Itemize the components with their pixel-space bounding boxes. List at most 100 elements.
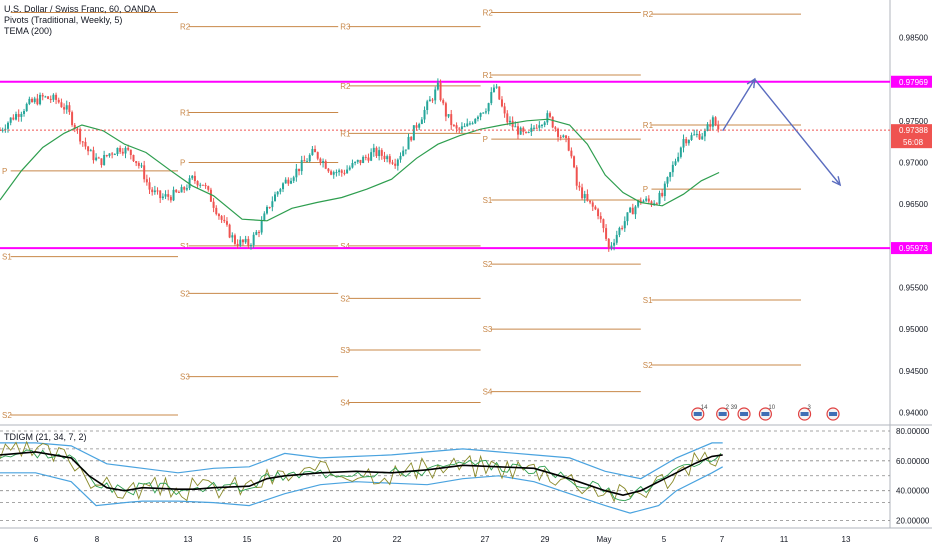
candle-body — [711, 117, 714, 127]
candle-body — [412, 125, 415, 141]
candle-body — [15, 114, 18, 120]
oscillator-legend[interactable]: TDIGM (21, 34, 7, 2) — [4, 432, 87, 442]
candle-body — [105, 155, 108, 157]
candle-body — [522, 127, 525, 132]
candle-body — [7, 122, 10, 129]
candle-body — [63, 107, 66, 110]
pivot-label: S4 — [340, 399, 350, 408]
candle-body — [185, 188, 188, 190]
candle-body — [161, 196, 164, 199]
symbol-title[interactable]: U.S. Dollar / Swiss Franc, 60, OANDA — [4, 4, 157, 14]
candle-body — [346, 169, 349, 174]
price-grid — [0, 0, 932, 529]
pivot-label: R1 — [643, 121, 654, 130]
candle-body — [351, 163, 354, 168]
candle-body — [324, 161, 327, 169]
time-tick-label: 13 — [842, 535, 851, 544]
candle-body — [482, 112, 485, 114]
pivot-label: S2 — [483, 260, 493, 269]
time-axis[interactable]: 6 8 13 15 20 22 27 29 May 5 7 11 13 — [34, 535, 851, 544]
tema-line — [0, 118, 720, 222]
pivot-label: S2 — [643, 361, 653, 370]
candle-body — [68, 105, 71, 113]
candle-body — [241, 239, 244, 243]
candle-body — [490, 92, 493, 104]
candle-body — [201, 184, 204, 186]
candle-body — [81, 141, 84, 143]
candle-body — [33, 98, 36, 103]
candle-body — [143, 165, 146, 180]
projection-arrow[interactable] — [722, 77, 842, 187]
time-tick-label: 5 — [662, 535, 667, 544]
pivot-label: R2 — [483, 9, 494, 18]
osc-signal-line — [0, 449, 722, 502]
candle-body — [188, 178, 191, 189]
candle-body — [605, 228, 608, 239]
candle-body — [677, 156, 680, 162]
candle-body — [546, 113, 549, 123]
pivot-label: R2 — [180, 23, 191, 32]
candle-body — [380, 150, 383, 156]
candle-body — [76, 128, 79, 130]
candle-body — [327, 168, 330, 172]
candle-body — [613, 242, 616, 246]
candle-body — [183, 187, 186, 190]
candle-body — [610, 245, 613, 248]
candle-body — [551, 116, 554, 128]
time-tick-label: 15 — [243, 535, 252, 544]
candle-body — [530, 127, 533, 133]
osc-fast-line — [0, 440, 722, 503]
candle-body — [455, 125, 458, 129]
time-tick-label: 13 — [184, 535, 193, 544]
candle-body — [538, 125, 541, 128]
candle-body — [135, 161, 138, 164]
pivot-label: R1 — [483, 71, 494, 80]
candle-body — [495, 86, 498, 88]
event-flag-stripe — [718, 412, 727, 416]
candle-body — [153, 190, 156, 193]
candle-body — [396, 159, 399, 166]
candle-body — [597, 209, 600, 217]
candle-body — [207, 186, 210, 190]
candle-body — [362, 156, 365, 163]
osc-tick-label: 60.00000 — [896, 457, 930, 466]
economic-events[interactable]: 14 2 39 10 3 — [691, 405, 840, 421]
candle-body — [554, 127, 557, 129]
price-channel — [0, 80, 890, 250]
candle-body — [276, 191, 279, 195]
oscillator-axis[interactable]: 80.00000 60.00000 40.00000 20.00000 — [896, 427, 930, 526]
candle-body — [466, 123, 469, 127]
candle-body — [191, 175, 194, 179]
price-axis[interactable]: 0.985000.980000.975000.970000.965000.960… — [0, 34, 932, 418]
candle-body — [375, 147, 378, 157]
pivot-label: P — [643, 185, 648, 194]
candle-body — [338, 170, 341, 173]
candle-body — [322, 161, 325, 163]
candle-body — [260, 220, 263, 233]
price-tick-label: 0.96500 — [899, 200, 928, 209]
candle-body — [639, 200, 642, 203]
candle-body — [71, 112, 74, 125]
candle-body — [447, 114, 450, 117]
candle-body — [60, 102, 63, 108]
candle-body — [148, 182, 151, 190]
event-flag-stripe — [800, 412, 809, 416]
event-flag-stripe — [829, 412, 838, 416]
candle-body — [463, 126, 466, 128]
arrow-head — [746, 77, 756, 89]
candle-body — [332, 172, 335, 175]
pivots-legend[interactable]: Pivots (Traditional, Weekly, 5) — [4, 15, 123, 25]
candle-body — [127, 147, 130, 150]
candle-body — [621, 227, 624, 229]
candle-body — [581, 187, 584, 199]
candle-body — [25, 103, 28, 112]
event-flag-stripe — [740, 412, 749, 416]
candle-body — [23, 111, 26, 114]
candle-body — [335, 172, 338, 174]
tema-legend[interactable]: TEMA (200) — [4, 26, 53, 36]
candle-body — [661, 192, 664, 197]
candle-body — [671, 164, 674, 173]
candle-body — [31, 98, 34, 103]
candle-body — [290, 180, 293, 184]
